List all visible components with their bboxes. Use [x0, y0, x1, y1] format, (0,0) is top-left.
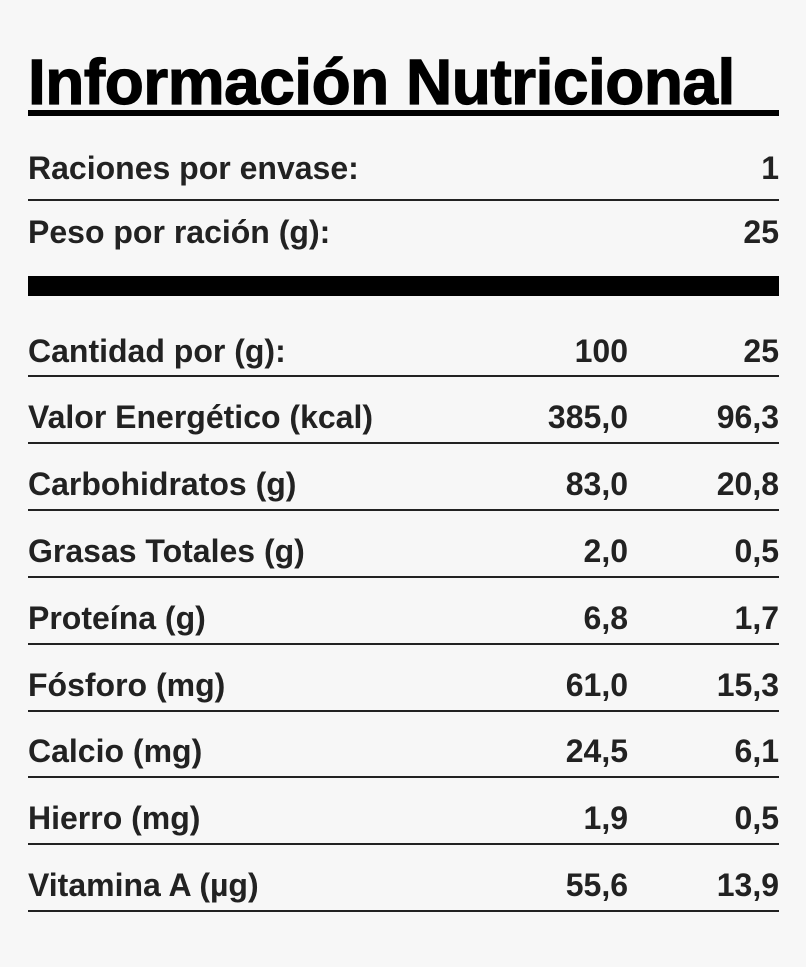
nutrient-per100: 1,9 [583, 800, 628, 836]
servings-value: 1 [761, 150, 779, 186]
nutrient-label: Hierro (mg) [28, 800, 201, 836]
nutrient-label: Proteína (g) [28, 600, 206, 636]
nutrient-per100: 83,0 [565, 466, 628, 502]
nutrient-per-serving: 1,7 [734, 600, 779, 636]
title-underline [28, 110, 779, 116]
nutrient-per100: 61,0 [565, 667, 628, 703]
divider [28, 776, 779, 778]
nutrient-per100: 24,5 [565, 733, 628, 769]
servings-label: Raciones por envase: [28, 150, 359, 186]
column-header-per-serving: 25 [743, 333, 779, 369]
divider [28, 843, 779, 845]
nutrition-label: Información Nutricional Raciones por env… [27, 46, 779, 912]
divider [28, 199, 779, 201]
label-title: Información Nutricional [27, 46, 735, 118]
nutrient-per-serving: 96,3 [716, 399, 779, 435]
thick-divider [28, 276, 779, 296]
divider [28, 643, 779, 645]
nutrient-label: Calcio (mg) [28, 733, 203, 769]
nutrient-per100: 55,6 [565, 867, 628, 903]
nutrient-label: Carbohidratos (g) [28, 466, 297, 502]
divider [28, 910, 779, 912]
divider [28, 710, 779, 712]
column-header-label: Cantidad por (g): [28, 333, 286, 369]
nutrient-label: Fósforo (mg) [28, 667, 226, 703]
nutrient-per-serving: 6,1 [734, 733, 779, 769]
nutrient-per-serving: 15,3 [716, 667, 779, 703]
nutrient-per-serving: 20,8 [716, 466, 779, 502]
weight-value: 25 [743, 214, 779, 250]
divider [28, 509, 779, 511]
nutrient-label: Vitamina A (µg) [28, 867, 259, 903]
nutrient-per100: 6,8 [583, 600, 628, 636]
nutrient-per100: 385,0 [547, 399, 628, 435]
nutrient-label: Grasas Totales (g) [28, 533, 305, 569]
nutrient-per-serving: 13,9 [716, 867, 779, 903]
nutrient-per-serving: 0,5 [734, 800, 779, 836]
nutrient-per100: 2,0 [583, 533, 628, 569]
column-header-per100: 100 [574, 333, 628, 369]
weight-label: Peso por ración (g): [28, 214, 331, 250]
nutrient-label: Valor Energético (kcal) [28, 399, 374, 435]
divider [28, 576, 779, 578]
divider [28, 442, 779, 444]
divider [28, 375, 779, 377]
nutrient-per-serving: 0,5 [734, 533, 779, 569]
